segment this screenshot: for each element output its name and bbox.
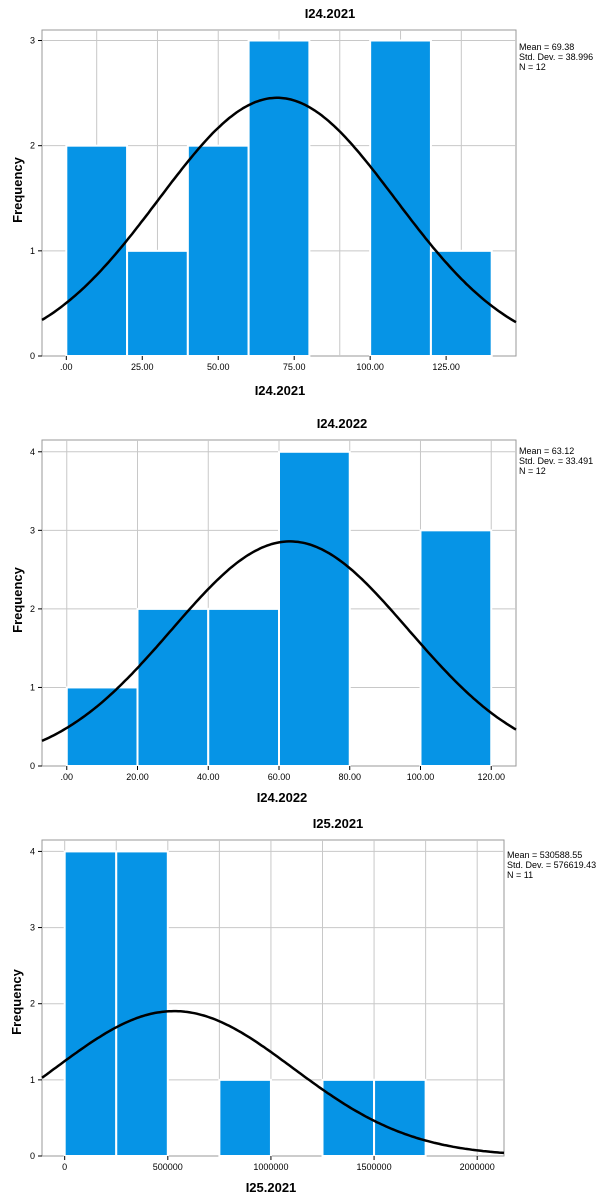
x-tick-label: .00 xyxy=(61,772,74,782)
y-axis-label: Frequency xyxy=(10,156,25,223)
x-tick-label: 50.00 xyxy=(207,362,230,372)
stat-std-dev: Std. Dev. = 576619.43 xyxy=(507,860,596,870)
x-tick-label: .00 xyxy=(60,362,73,372)
stat-n: N = 12 xyxy=(519,466,546,476)
x-tick-label: 100.00 xyxy=(356,362,384,372)
y-tick-label: 3 xyxy=(30,36,35,46)
stat-mean: Mean = 530588.55 xyxy=(507,850,582,860)
y-tick-label: 4 xyxy=(30,447,35,457)
y-tick-label: 2 xyxy=(30,141,35,151)
y-tick-label: 1 xyxy=(30,682,35,692)
histogram-bar xyxy=(136,607,210,767)
histogram-i24-2022-svg: I24.2022 I24.2022 Frequency Mean = 63.12… xyxy=(10,416,593,804)
plot-area: 0 1 2 3 4 0 500000 1000000 1500000 2000000 xyxy=(30,839,505,1172)
y-tick-label: 1 xyxy=(30,246,35,256)
x-axis-label: I25.2021 xyxy=(246,1180,297,1195)
x-tick-label: 500000 xyxy=(153,1162,183,1172)
normal-curve xyxy=(41,96,517,324)
plot-area: 0 1 2 3 4 .00 20.00 40.00 60.00 80.00 100.00 120.00 xyxy=(30,439,517,782)
y-axis-label: Frequency xyxy=(9,968,24,1035)
plot-area: 0 1 2 3 .00 25.00 50.00 75.00 100.00 125.00 xyxy=(30,29,517,372)
x-tick-label: 125.00 xyxy=(432,362,460,372)
histogram-bar xyxy=(63,850,118,1157)
x-tick-label: 100.00 xyxy=(407,772,435,782)
chart-title: I25.2021 xyxy=(313,816,364,831)
stat-n: N = 11 xyxy=(507,870,533,880)
histogram-i25-2021-svg: I25.2021 I25.2021 Frequency Mean = 53058… xyxy=(9,816,596,1195)
x-tick-label: 80.00 xyxy=(338,772,361,782)
histogram-i24-2021: I24.2021 I24.2021 Frequency Mean = 69.38… xyxy=(0,0,597,400)
normal-curve xyxy=(41,1009,505,1155)
x-tick-label: 60.00 xyxy=(268,772,291,782)
histogram-bar xyxy=(321,1078,376,1157)
x-axis-label: I24.2022 xyxy=(257,790,308,804)
y-tick-label: 3 xyxy=(30,525,35,535)
y-axis-label: Frequency xyxy=(10,566,25,633)
histogram-bar xyxy=(247,39,311,357)
histogram-bar xyxy=(65,686,139,767)
stat-mean: Mean = 69.38 xyxy=(519,42,574,52)
histogram-bar xyxy=(369,39,432,357)
histogram-bar xyxy=(186,144,250,357)
chart-title: I24.2022 xyxy=(317,416,368,431)
y-tick-label: 3 xyxy=(30,923,35,933)
histogram-bar xyxy=(429,249,493,358)
y-tick-label: 4 xyxy=(30,846,35,856)
normal-curve xyxy=(41,540,517,743)
histogram-bar xyxy=(126,249,189,358)
histogram-i24-2021-svg: I24.2021 I24.2021 Frequency Mean = 69.38… xyxy=(10,6,593,398)
chart-title: I24.2021 xyxy=(305,6,356,21)
x-tick-label: 1000000 xyxy=(253,1162,288,1172)
x-tick-label: 2000000 xyxy=(460,1162,495,1172)
histogram-bar xyxy=(218,1078,272,1157)
histogram-bar xyxy=(419,529,493,767)
y-tick-label: 2 xyxy=(30,604,35,614)
stat-std-dev: Std. Dev. = 38.996 xyxy=(519,52,593,62)
histogram-bar xyxy=(115,850,169,1157)
y-tick-label: 2 xyxy=(30,999,35,1009)
y-tick-label: 1 xyxy=(30,1075,35,1085)
x-axis-label: I24.2021 xyxy=(255,383,306,398)
stat-mean: Mean = 63.12 xyxy=(519,446,574,456)
y-tick-label: 0 xyxy=(30,351,35,361)
x-tick-label: 20.00 xyxy=(126,772,149,782)
y-tick-label: 0 xyxy=(30,1151,35,1161)
y-tick-label: 0 xyxy=(30,761,35,771)
x-tick-label: 0 xyxy=(62,1162,67,1172)
histogram-bar xyxy=(278,450,351,767)
histogram-bar xyxy=(207,607,281,767)
histogram-i24-2022: I24.2022 I24.2022 Frequency Mean = 63.12… xyxy=(0,404,597,804)
stat-std-dev: Std. Dev. = 33.491 xyxy=(519,456,593,466)
histogram-bar xyxy=(373,1078,427,1157)
x-tick-label: 40.00 xyxy=(197,772,220,782)
x-tick-label: 1500000 xyxy=(357,1162,392,1172)
histogram-i25-2021: I25.2021 I25.2021 Frequency Mean = 53058… xyxy=(0,806,597,1198)
x-tick-label: 120.00 xyxy=(477,772,505,782)
stat-n: N = 12 xyxy=(519,62,546,72)
x-tick-label: 75.00 xyxy=(283,362,306,372)
x-tick-label: 25.00 xyxy=(131,362,154,372)
